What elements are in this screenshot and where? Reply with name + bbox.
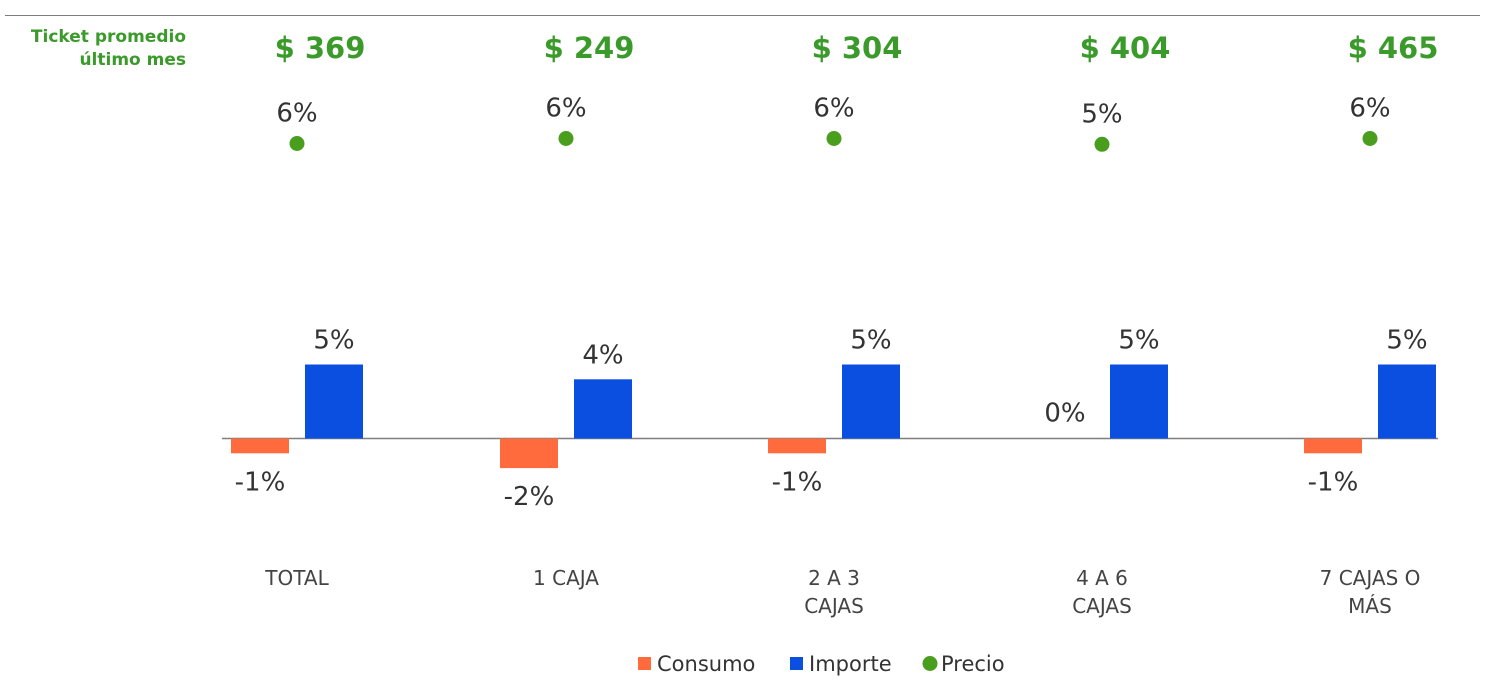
- consumo-bar: [1304, 438, 1362, 454]
- precio-data-label: 6%: [1349, 94, 1390, 124]
- precio-data-label: 5%: [1081, 99, 1122, 129]
- precio-data-label: 6%: [276, 99, 317, 129]
- consumo-bar: [500, 438, 558, 469]
- ticket-value: $ 369: [275, 31, 366, 65]
- consumo-data-label: -1%: [772, 467, 823, 497]
- legend-importe-label: Importe: [809, 652, 892, 676]
- ticket-value: $ 304: [812, 31, 903, 65]
- importe-data-label: 5%: [850, 326, 891, 356]
- importe-data-label: 5%: [1386, 326, 1427, 356]
- legend: Consumo Importe Precio: [638, 652, 1005, 676]
- importe-bar: [1378, 364, 1436, 439]
- category-label: 1 CAJA: [533, 566, 599, 590]
- category-label: 2 A 3: [808, 566, 860, 590]
- importe-data-label: 4%: [582, 340, 623, 370]
- importe-data-label: 5%: [313, 326, 354, 356]
- category-labels: TOTAL 1 CAJA 2 A 3 CAJAS 4 A 6 CAJAS 7 CAJAS O…: [264, 566, 1420, 618]
- bars: [231, 364, 1436, 469]
- consumo-data-label: 0%: [1044, 399, 1085, 429]
- legend-consumo-label: Consumo: [657, 652, 755, 676]
- legend-precio-swatch: [922, 656, 938, 671]
- category-label: CAJAS: [1072, 594, 1132, 618]
- precio-marker: [826, 131, 842, 146]
- category-label: 4 A 6: [1076, 566, 1128, 590]
- ticket-value: $ 404: [1080, 31, 1171, 65]
- precio-marker: [1362, 131, 1378, 146]
- bar-labels: -1% 5% -2% 4% -1% 5% 0% 5% -1% 5%: [235, 326, 1428, 513]
- consumo-bar: [231, 438, 289, 454]
- legend-precio-label: Precio: [941, 652, 1005, 676]
- importe-bar: [574, 379, 632, 439]
- importe-bar: [1110, 364, 1168, 439]
- precio-marker: [558, 131, 574, 146]
- ticket-value: $ 249: [544, 31, 635, 65]
- consumo-data-label: -2%: [504, 482, 555, 512]
- importe-data-label: 5%: [1118, 326, 1159, 356]
- importe-bar: [305, 364, 363, 439]
- ticket-values: $ 369 $ 249 $ 304 $ 404 $ 465: [275, 31, 1439, 65]
- consumo-data-label: -1%: [1308, 467, 1359, 497]
- ticket-label-line1: Ticket promedio: [31, 27, 186, 47]
- ticket-label-line2: último mes: [79, 50, 186, 70]
- consumo-data-label: -1%: [235, 467, 286, 497]
- category-label: 7 CAJAS O: [1320, 566, 1421, 590]
- ticket-value: $ 465: [1348, 31, 1439, 65]
- consumo-bar: [768, 438, 826, 454]
- category-label: TOTAL: [264, 566, 329, 590]
- legend-importe-swatch: [790, 657, 803, 670]
- precio-data-label: 6%: [545, 94, 586, 124]
- category-label: MÁS: [1348, 594, 1392, 618]
- precio-marker: [1094, 136, 1110, 152]
- precio-marker: [289, 136, 305, 151]
- precio-markers: 6% 6% 6% 5% 6%: [276, 94, 1391, 152]
- importe-bar: [842, 364, 900, 439]
- legend-consumo-swatch: [638, 657, 651, 670]
- category-label: CAJAS: [804, 594, 864, 618]
- precio-data-label: 6%: [813, 94, 854, 124]
